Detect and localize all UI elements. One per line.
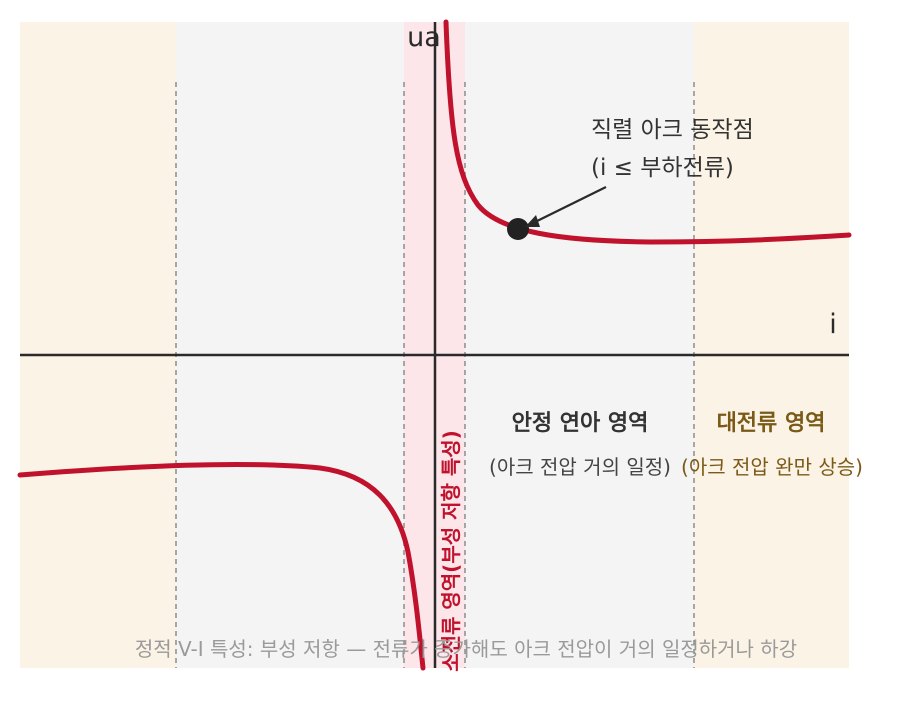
x-axis-label: i [829, 309, 837, 340]
region-subtitle-large-current: (아크 전압 완만 상승) [681, 455, 863, 479]
region-band-left [20, 22, 176, 668]
region-band-stable [465, 22, 694, 668]
operating-point [507, 218, 529, 240]
annotation-arrow [530, 186, 607, 225]
annotation-subtitle: (i ≤ 부하전류) [591, 155, 734, 181]
region-title-stable: 안정 연아 영역 [512, 411, 649, 436]
annotation-title: 직렬 아크 동작점 [591, 117, 754, 143]
region-subtitle-stable: (아크 전압 거의 일정) [489, 455, 671, 479]
vi-curve-positive [443, 19, 852, 245]
region-band-negative [176, 22, 404, 668]
caption: 정적 V-I 특성: 부성 저항 — 전류가 증가해도 아크 전압이 거의 일정… [135, 637, 797, 661]
arrow-head-icon [525, 215, 540, 227]
vi-curve-negative [17, 461, 426, 671]
region-title-large-current: 대전류 영역 [717, 411, 826, 436]
y-axis-label: ua [407, 22, 441, 53]
region-band-large-current [694, 22, 849, 668]
region-label-small-current: 소전류 영역(부성 저항 특성) [439, 430, 463, 672]
